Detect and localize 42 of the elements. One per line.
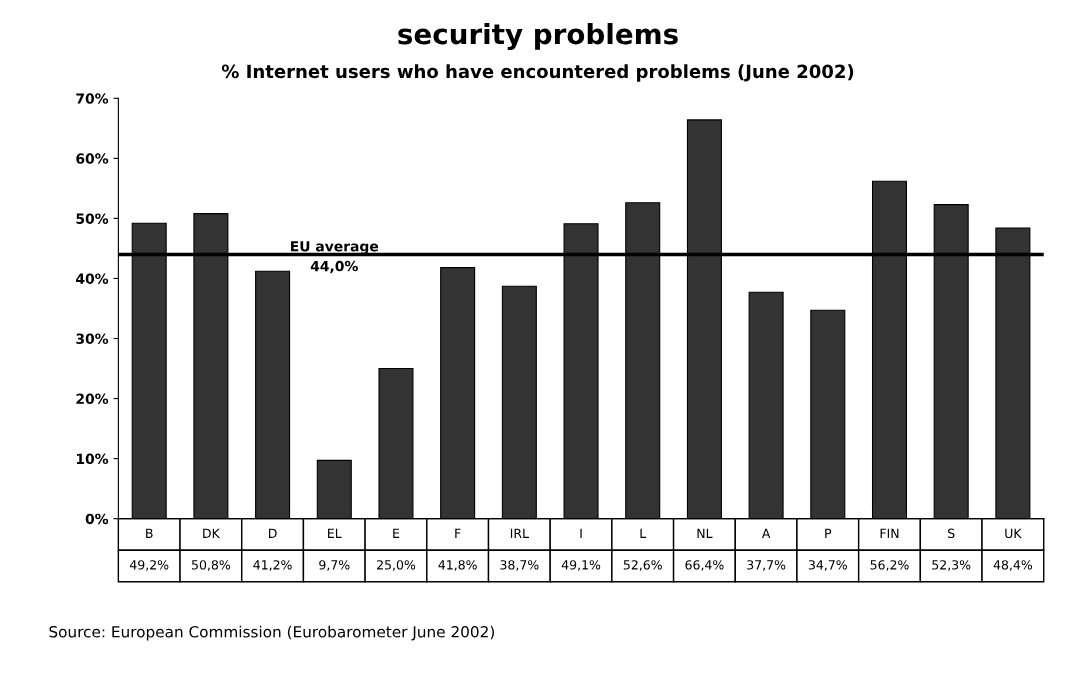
chart-title: security problems	[398, 22, 678, 51]
data-label: 66,4%	[685, 560, 724, 571]
x-tick-label: D	[269, 528, 277, 538]
x-tick-label: A	[761, 528, 771, 538]
y-tick-label: 10%	[76, 453, 109, 465]
y-tick-label: 50%	[76, 213, 109, 224]
y-tick-label: 70%	[76, 93, 109, 104]
data-label: 49,1%	[561, 560, 601, 571]
data-label: 50,8%	[192, 560, 231, 571]
ref-line-label: EU average 44,0%	[291, 241, 379, 274]
data-label: 49,2%	[129, 560, 169, 571]
x-tick-label: E	[393, 528, 400, 538]
data-label: 25,0%	[377, 560, 416, 571]
y-tick-label: 0%	[85, 513, 109, 525]
data-label: 9,7%	[319, 560, 350, 571]
y-tick-label: 40%	[76, 273, 109, 284]
y-tick-label: 30%	[76, 333, 109, 344]
x-tick-label: I	[580, 528, 582, 538]
x-tick-label: P	[825, 528, 832, 538]
x-tick-label: NL	[697, 528, 713, 538]
data-label: 37,7%	[747, 560, 786, 571]
data-label: 52,6%	[623, 560, 662, 571]
data-label: 52,3%	[932, 560, 971, 571]
x-tick-label: DK	[203, 528, 221, 538]
y-tick-label: 20%	[76, 393, 109, 405]
data-label: 56,2%	[870, 560, 909, 571]
x-tick-label: EL	[328, 528, 342, 538]
chart-subtitle: % Internet users who have encountered problems (June 2002)	[221, 64, 854, 82]
x-tick-label: IRL	[510, 528, 529, 538]
y-tick-label: 60%	[76, 153, 109, 164]
data-label: 34,7%	[808, 560, 847, 571]
x-tick-label: UK	[1005, 528, 1022, 539]
x-tick-label: B	[146, 528, 153, 538]
data-label: 41,2%	[253, 560, 292, 571]
data-label: 41,8%	[438, 560, 477, 571]
x-tick-label: S	[948, 528, 955, 539]
data-label: 38,7%	[500, 560, 539, 571]
source-note: Source: European Commission (Eurobarometer June 2002)	[49, 625, 494, 641]
x-tick-label: L	[640, 528, 647, 538]
x-tick-label: F	[455, 528, 461, 538]
data-label: 48,4%	[993, 560, 1033, 571]
x-tick-label: FIN	[880, 528, 899, 538]
